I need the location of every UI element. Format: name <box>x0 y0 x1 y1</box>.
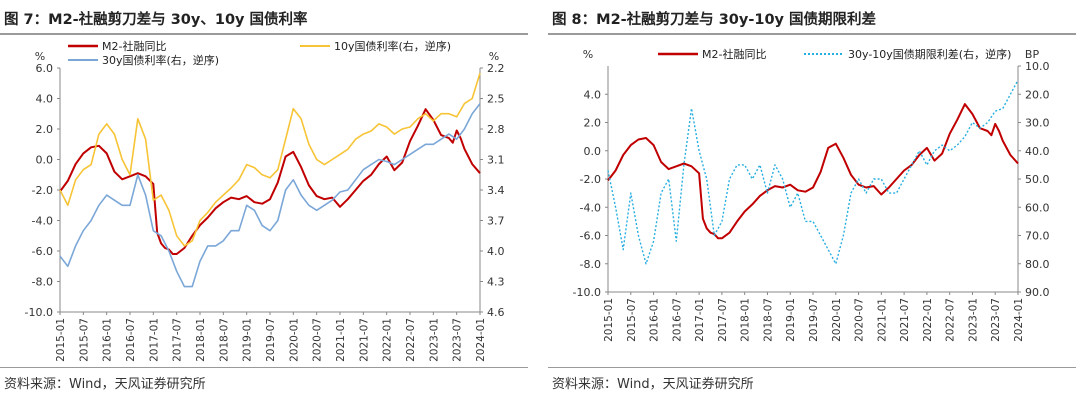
right-tick-label: 20.0 <box>1025 88 1050 101</box>
left-tick-label: 6.0 <box>36 62 54 75</box>
series-line-1 <box>607 103 1019 240</box>
chart-title: 图 7：M2-社融剪刀差与 30y、10y 国债利率 <box>4 12 308 28</box>
x-tick-label: 2021-01 <box>335 318 347 362</box>
x-tick-label: 2017-07 <box>172 318 184 362</box>
left-tick-label: 2.0 <box>584 117 602 130</box>
left-axis-unit: % <box>35 50 45 63</box>
x-tick-label: 2022-01 <box>922 298 934 342</box>
x-tick-label: 2015-01 <box>55 318 67 362</box>
right-tick-label: 2.2 <box>487 62 505 75</box>
left-tick-label: -4.0 <box>580 201 601 214</box>
left-tick-label: -8.0 <box>580 258 601 271</box>
right-tick-label: 2.8 <box>487 123 505 136</box>
left-tick-label: -4.0 <box>32 215 53 228</box>
x-tick-label: 2023-01 <box>967 298 979 342</box>
series-line-3 <box>59 103 481 288</box>
x-tick-label: 2020-01 <box>831 298 843 342</box>
x-tick-label: 2023-07 <box>452 318 464 362</box>
source-note: 资料来源：Wind，天风证券研究所 <box>552 377 754 392</box>
chart-title: 图 8：M2-社融剪刀差与 30y-10y 国债期限利差 <box>552 12 877 28</box>
x-tick-label: 2019-07 <box>265 318 277 362</box>
title-divider <box>548 33 1076 35</box>
right-tick-label: 80.0 <box>1025 258 1050 271</box>
x-tick-label: 2018-07 <box>218 318 230 362</box>
left-tick-label: 4.0 <box>584 88 602 101</box>
x-tick-label: 2016-07 <box>125 318 137 362</box>
right-tick-label: 60.0 <box>1025 201 1050 214</box>
x-tick-label: 2015-01 <box>603 298 615 342</box>
source-divider <box>548 367 1076 368</box>
x-tick-label: 2024-01 <box>1013 298 1025 342</box>
series-line-2 <box>59 72 481 247</box>
x-tick-label: 2019-07 <box>808 298 820 342</box>
right-tick-label: 4.6 <box>487 306 505 319</box>
x-tick-label: 2016-01 <box>102 318 114 362</box>
legend-label: 30y国债利率(右，逆序) <box>102 53 219 67</box>
right-tick-label: 40.0 <box>1025 145 1050 158</box>
x-tick-label: 2020-07 <box>854 298 866 342</box>
x-tick-label: 2018-01 <box>740 298 752 342</box>
x-tick-label: 2019-01 <box>242 318 254 362</box>
x-tick-label: 2017-01 <box>148 318 160 362</box>
right-tick-label: 4.0 <box>487 245 505 258</box>
right-tick-label: 30.0 <box>1025 117 1050 130</box>
legend-label: M2-社融同比 <box>102 39 166 53</box>
left-tick-label: -6.0 <box>580 230 601 243</box>
left-tick-label: -8.0 <box>32 276 53 289</box>
x-tick-label: 2022-07 <box>405 318 417 362</box>
right-axis-unit: % <box>489 50 499 63</box>
x-tick-label: 2017-07 <box>717 298 729 342</box>
right-tick-label: 3.1 <box>487 154 505 167</box>
x-tick-label: 2023-01 <box>428 318 440 362</box>
legend-label: M2-社融同比 <box>702 47 766 61</box>
left-tick-label: -2.0 <box>580 173 601 186</box>
x-tick-label: 2021-07 <box>899 298 911 342</box>
left-tick-label: 2.0 <box>36 123 54 136</box>
x-tick-label: 2022-01 <box>382 318 394 362</box>
x-tick-label: 2016-01 <box>649 298 661 342</box>
right-tick-label: 3.7 <box>487 215 505 228</box>
x-tick-label: 2021-07 <box>358 318 370 362</box>
legend-label: 10y国债利率(右，逆序) <box>334 39 451 53</box>
x-tick-label: 2018-07 <box>762 298 774 342</box>
x-tick-label: 2015-07 <box>78 318 90 362</box>
legend-label: 30y-10y国债期限利差(右，逆序) <box>848 47 1011 61</box>
left-tick-label: -10.0 <box>25 306 53 319</box>
left-tick-label: 0.0 <box>584 145 602 158</box>
chart-panel-right: 图 8：M2-社融剪刀差与 30y-10y 国债期限利差 4.0 2.0 0.0 -2… <box>548 0 1080 404</box>
right-tick-label: 10.0 <box>1025 60 1050 73</box>
title-divider <box>0 33 528 35</box>
x-tick-label: 2016-07 <box>671 298 683 342</box>
x-tick-label: 2020-07 <box>312 318 324 362</box>
series-line-1 <box>59 108 481 255</box>
x-tick-label: 2018-01 <box>195 318 207 362</box>
x-tick-label: 2022-07 <box>945 298 957 342</box>
left-axis-unit: % <box>583 48 593 61</box>
x-tick-label: 2020-01 <box>288 318 300 362</box>
chart-panel-left: 图 7：M2-社融剪刀差与 30y、10y 国债利率 6.0 4.0 2.0 0.0 -… <box>0 0 532 404</box>
right-tick-label: 2.5 <box>487 93 505 106</box>
source-divider <box>0 367 528 368</box>
source-note: 资料来源：Wind，天风证券研究所 <box>4 377 206 392</box>
x-tick-label: 2019-01 <box>785 298 797 342</box>
left-tick-label: 4.0 <box>36 93 54 106</box>
right-tick-label: 50.0 <box>1025 173 1050 186</box>
left-tick-label: -6.0 <box>32 245 53 258</box>
x-tick-label: 2015-07 <box>626 298 638 342</box>
right-axis-unit: BP <box>1025 48 1040 61</box>
x-tick-label: 2024-01 <box>475 318 487 362</box>
left-tick-label: -2.0 <box>32 184 53 197</box>
right-tick-label: 4.3 <box>487 276 505 289</box>
left-tick-label: 0.0 <box>36 154 54 167</box>
series-line-2 <box>607 79 1019 265</box>
x-tick-label: 2017-01 <box>694 298 706 342</box>
chart-m2-vs-yields: 6.04.02.00.0-2.0-4.0-6.0-8.0-10.0%2.22.5… <box>25 39 505 362</box>
right-tick-label: 70.0 <box>1025 230 1050 243</box>
right-tick-label: 3.4 <box>487 184 505 197</box>
x-tick-label: 2021-01 <box>876 298 888 342</box>
right-tick-label: 90.0 <box>1025 286 1050 299</box>
chart-m2-vs-term-spread: 4.0 2.0 0.0 -2.0 -4.0 -6.0 -8.0 -10.0% 10.0 20.0 3… <box>573 47 1050 342</box>
left-tick-label: -10.0 <box>573 286 601 299</box>
x-tick-label: 2023-07 <box>990 298 1002 342</box>
